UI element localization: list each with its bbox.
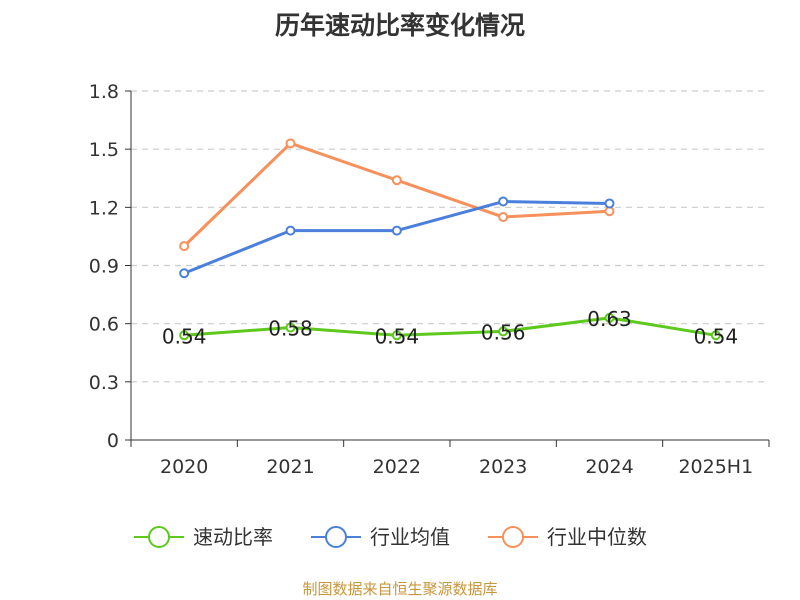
chart-title: 历年速动比率变化情况 <box>274 11 525 40</box>
data-point <box>391 175 402 186</box>
data-label: 0.54 <box>375 324 420 348</box>
data-label: 0.63 <box>587 307 632 331</box>
data-source-note: 制图数据来自恒生聚源数据库 <box>302 580 498 598</box>
data-point <box>179 268 190 279</box>
x-tick-label: 2020 <box>160 456 208 478</box>
legend-swatch-marker <box>148 526 170 548</box>
x-tick-label: 2023 <box>479 456 527 478</box>
legend-label: 行业均值 <box>370 525 450 549</box>
legend-swatch-marker <box>325 526 347 548</box>
data-point <box>391 330 402 341</box>
data-point <box>498 326 509 337</box>
series-line <box>184 316 717 337</box>
x-tick-label: 2021 <box>266 456 314 478</box>
data-point <box>285 138 296 149</box>
y-tick-label: 0 <box>107 430 119 452</box>
y-tick-label: 0.3 <box>89 372 119 394</box>
data-point <box>179 241 190 252</box>
data-labels: 0.54 0.58 0.54 0.56 0.63 0.54 <box>162 307 738 348</box>
data-point <box>604 312 615 323</box>
data-point <box>604 198 615 209</box>
data-point <box>710 330 721 341</box>
data-point <box>285 225 296 236</box>
x-tick-label: 2024 <box>585 456 633 478</box>
data-point <box>498 212 509 223</box>
y-tick-label: 1.5 <box>89 139 119 161</box>
x-tick-label: 2025H1 <box>678 456 753 478</box>
data-point <box>179 330 190 341</box>
y-tick-label: 0.9 <box>89 256 119 278</box>
series <box>179 138 721 341</box>
data-point <box>285 322 296 333</box>
axes: 0 0.3 0.6 0.9 1.2 1.5 1.8 2020 2021 2022 2023 2024 2… <box>89 81 770 478</box>
data-label: 0.56 <box>481 320 526 344</box>
x-tick-label: 2022 <box>373 456 421 478</box>
data-label: 0.58 <box>268 317 313 341</box>
y-tick-label: 1.8 <box>89 81 119 103</box>
data-label: 0.54 <box>694 324 739 348</box>
data-label: 0.54 <box>162 324 207 348</box>
y-tick-label: 1.2 <box>89 197 119 219</box>
y-tick-label: 0.6 <box>89 314 119 336</box>
legend-swatch-marker <box>502 526 524 548</box>
legend: 速动比率 行业均值 行业中位数 <box>134 525 647 549</box>
data-point <box>391 225 402 236</box>
legend-label: 行业中位数 <box>547 525 647 549</box>
grid-lines <box>131 90 769 383</box>
data-point <box>498 196 509 207</box>
series-line <box>183 200 610 275</box>
legend-label: 速动比率 <box>193 525 273 549</box>
